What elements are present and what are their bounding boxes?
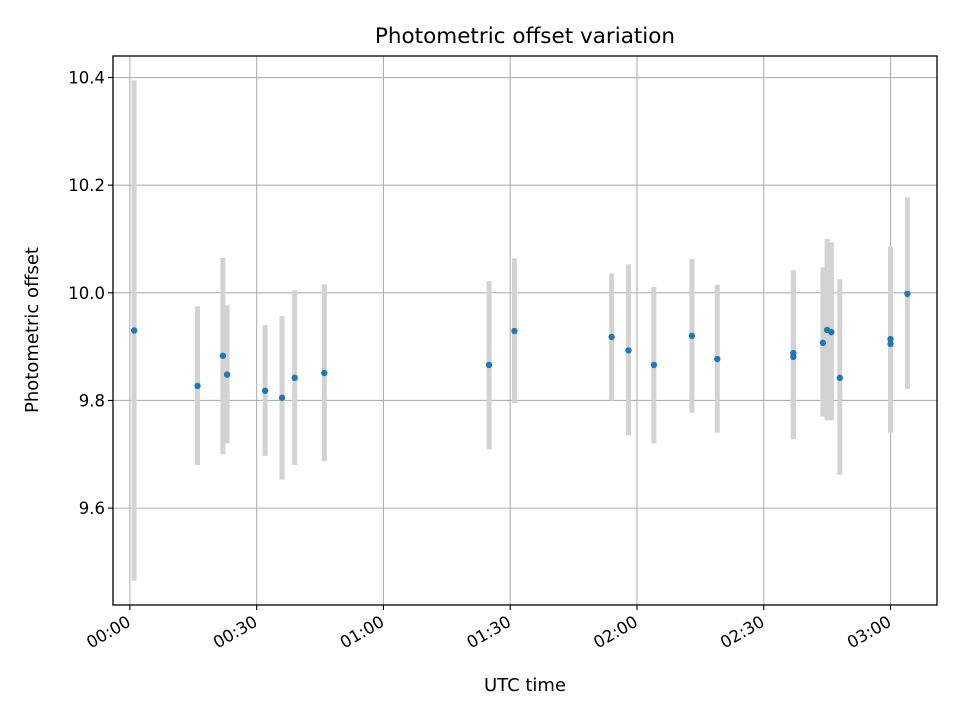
chart-title: Photometric offset variation <box>375 24 675 49</box>
data-point <box>291 374 298 382</box>
y-tick-label: 9.6 <box>79 499 105 518</box>
data-point <box>194 382 201 390</box>
data-point <box>887 340 894 348</box>
data-point <box>790 353 797 361</box>
plot-frame <box>112 55 938 606</box>
data-point <box>650 361 658 369</box>
data-point <box>904 290 911 298</box>
grid <box>113 56 937 605</box>
data-point <box>278 394 286 401</box>
data-point <box>836 374 844 382</box>
y-tick-label: 10.4 <box>68 69 105 88</box>
data-point <box>819 339 827 347</box>
data-point <box>887 335 894 343</box>
data-point <box>608 333 615 341</box>
y-tick-label: 10.0 <box>68 284 105 303</box>
y-tick-label: 10.2 <box>68 176 105 195</box>
y-axis-label: Photometric offset <box>22 247 43 413</box>
data-point <box>688 332 696 340</box>
data-point <box>130 327 138 334</box>
data-point <box>511 327 518 335</box>
data-point <box>828 328 835 336</box>
y-axis-ticks: 9.6 9.8 10.0 10.2 10.4 <box>68 69 113 518</box>
data-point <box>714 355 721 363</box>
data-point <box>219 352 227 359</box>
data-point <box>261 387 269 394</box>
data-point <box>321 369 328 377</box>
data-point <box>485 361 493 369</box>
data-point <box>625 347 632 354</box>
y-tick-label: 9.8 <box>79 391 105 410</box>
x-axis-label: UTC time <box>484 675 566 696</box>
data-points <box>130 290 911 401</box>
data-point <box>223 371 231 378</box>
